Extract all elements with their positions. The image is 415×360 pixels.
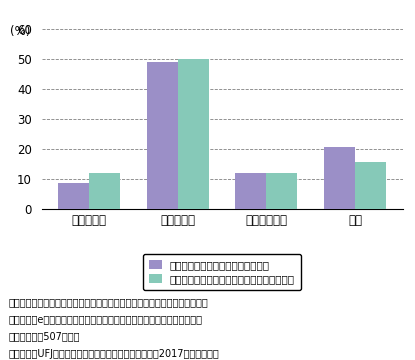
Text: 対象（507社）。: 対象（507社）。 bbox=[8, 332, 80, 342]
Legend: 海外ビジネス経験豊富な人材の斡旋, 海外ビジネス人材の採用企業への減税や補助: 海外ビジネス経験豊富な人材の斡旋, 海外ビジネス人材の採用企業への減税や補助 bbox=[143, 253, 301, 290]
Y-axis label: (%): (%) bbox=[10, 25, 30, 38]
Bar bbox=[178, 59, 209, 209]
Text: 越境eコマースのいずれかを行っている企業（卸売企業を除く）を: 越境eコマースのいずれかを行っている企業（卸売企業を除く）を bbox=[8, 314, 202, 324]
Bar bbox=[324, 147, 355, 209]
Bar bbox=[58, 183, 89, 209]
Bar bbox=[146, 62, 178, 209]
Text: 資料：三菱UFJリサーチ＆コンサルティング株式会社（2017）から経済産: 資料：三菱UFJリサーチ＆コンサルティング株式会社（2017）から経済産 bbox=[8, 349, 219, 359]
Bar bbox=[355, 162, 386, 209]
Bar bbox=[266, 173, 298, 209]
Bar bbox=[235, 173, 266, 209]
Text: 備考：各支援に対する評価に関するアンケート調査。直接輸出、間接輸出、: 備考：各支援に対する評価に関するアンケート調査。直接輸出、間接輸出、 bbox=[8, 297, 208, 307]
Bar bbox=[89, 173, 120, 209]
